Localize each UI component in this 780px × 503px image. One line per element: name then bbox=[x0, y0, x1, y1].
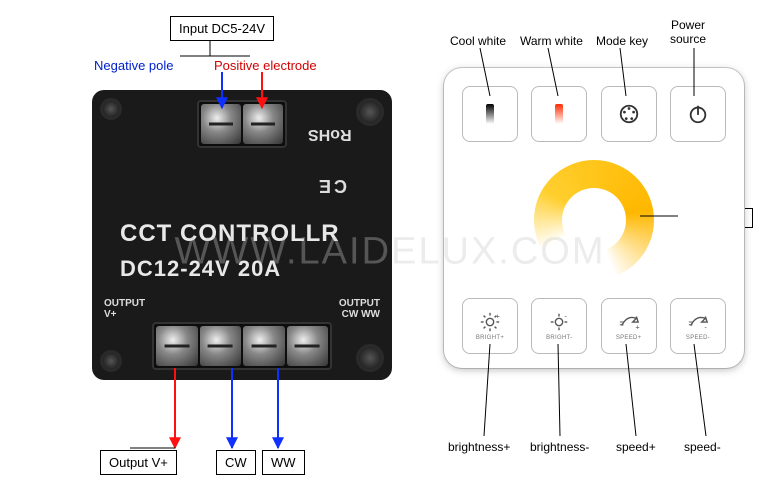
positive-electrode-label: Positive electrode bbox=[214, 58, 317, 73]
speed-plus-button[interactable]: + SPEED+ bbox=[601, 298, 657, 354]
speed-minus-button[interactable]: - SPEED- bbox=[670, 298, 726, 354]
terminal-screw bbox=[156, 326, 198, 366]
brightness-minus-icon: - bbox=[548, 311, 570, 333]
speed-plus-label: speed+ bbox=[616, 440, 656, 454]
svg-text:+: + bbox=[496, 311, 500, 320]
cct-controller-device: CCT CONTROLLR DC12-24V 20A RoHS CE OUTPU… bbox=[92, 90, 392, 380]
btn-label: BRIGHT- bbox=[546, 335, 572, 341]
btn-label: SPEED+ bbox=[616, 335, 642, 341]
terminal-screw bbox=[243, 104, 283, 144]
mode-key-label: Mode key bbox=[596, 34, 648, 48]
negative-pole-label: Negative pole bbox=[94, 58, 174, 73]
warm-white-label: Warm white bbox=[520, 34, 583, 48]
top-button-row bbox=[462, 86, 726, 142]
cool-white-button[interactable] bbox=[462, 86, 518, 142]
remote-panel: + BRIGHT+ - BRIGHT- + SPEED+ - SPEED- bbox=[444, 68, 744, 368]
output-label-right: OUTPUTCW WW bbox=[339, 298, 380, 320]
terminal-screw bbox=[243, 326, 285, 366]
brightness-plus-icon: + bbox=[479, 311, 501, 333]
colour-ring[interactable] bbox=[534, 160, 654, 280]
rohs-mark: RoHS bbox=[308, 125, 352, 143]
svg-text:-: - bbox=[704, 322, 707, 331]
svg-text:-: - bbox=[565, 311, 568, 320]
brightness-minus-button[interactable]: - BRIGHT- bbox=[531, 298, 587, 354]
speed-minus-label: speed- bbox=[684, 440, 721, 454]
bottom-button-row: + BRIGHT+ - BRIGHT- + SPEED+ - SPEED- bbox=[462, 298, 726, 354]
mode-button[interactable] bbox=[601, 86, 657, 142]
btn-label: SPEED- bbox=[686, 335, 710, 341]
output-ww-label: WW bbox=[262, 450, 305, 475]
ce-mark: CE bbox=[316, 175, 347, 196]
svg-text:+: + bbox=[635, 322, 639, 331]
mode-icon bbox=[618, 103, 640, 125]
mount-hole bbox=[100, 350, 122, 372]
brightness-plus-button[interactable]: + BRIGHT+ bbox=[462, 298, 518, 354]
output-cw-label: CW bbox=[216, 450, 256, 475]
terminal-screw bbox=[200, 326, 242, 366]
device-text: CCT CONTROLLR DC12-24V 20A bbox=[120, 220, 340, 282]
output-label-left: OUTPUTV+ bbox=[104, 298, 145, 320]
device-title: CCT CONTROLLR bbox=[120, 220, 340, 248]
brightness-plus-label: brightness+ bbox=[448, 440, 510, 454]
input-terminals bbox=[197, 100, 287, 148]
brightness-minus-label: brightness- bbox=[530, 440, 589, 454]
cool-white-icon bbox=[479, 103, 501, 125]
warm-white-button[interactable] bbox=[531, 86, 587, 142]
mount-hole bbox=[100, 98, 122, 120]
output-terminals bbox=[152, 322, 332, 370]
power-source-label: Power source bbox=[670, 18, 706, 46]
power-button[interactable] bbox=[670, 86, 726, 142]
terminal-screw bbox=[287, 326, 329, 366]
input-voltage-label: Input DC5-24V bbox=[170, 16, 274, 41]
btn-label: BRIGHT+ bbox=[476, 335, 504, 341]
speed-minus-icon: - bbox=[687, 311, 709, 333]
power-icon bbox=[687, 103, 709, 125]
device-spec: DC12-24V 20A bbox=[120, 256, 340, 282]
terminal-screw bbox=[201, 104, 241, 144]
speed-plus-icon: + bbox=[618, 311, 640, 333]
warm-white-icon bbox=[548, 103, 570, 125]
output-vplus-label: Output V+ bbox=[100, 450, 177, 475]
cool-white-label: Cool white bbox=[450, 34, 506, 48]
